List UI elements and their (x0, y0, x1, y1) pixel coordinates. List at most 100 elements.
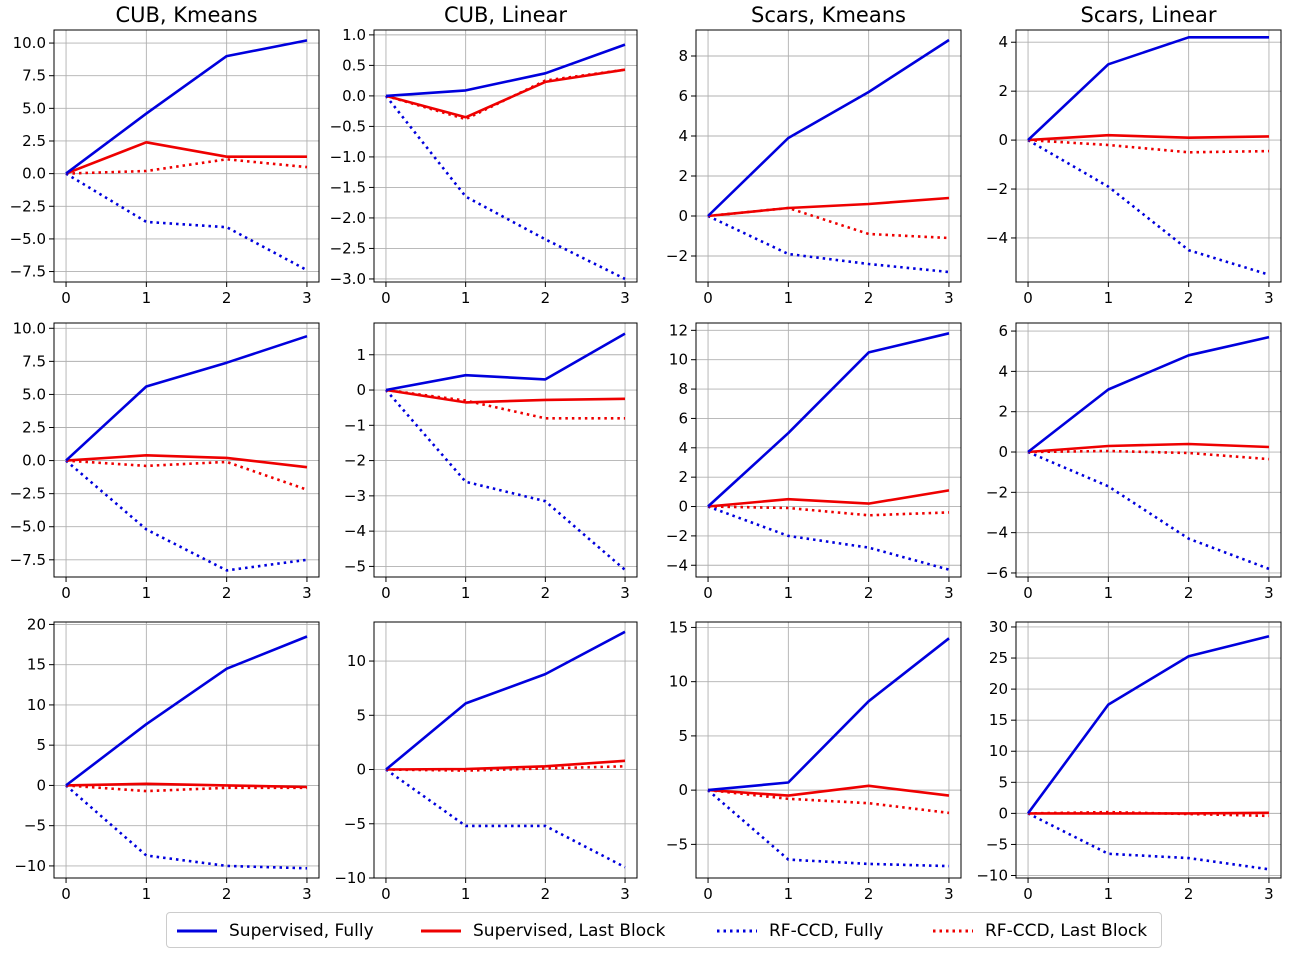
y-tick-label: −1 (344, 416, 366, 434)
x-tick-label: 1 (142, 584, 152, 602)
subplot-8: 0 1 2 3 6 4 2 0 −2 −4 −6 (986, 322, 1282, 602)
axes-frame (373, 29, 638, 283)
axes-frame (373, 621, 638, 879)
x-tick-label: 0 (1023, 584, 1033, 602)
y-tick-label: 8 (678, 47, 688, 65)
y-tick-label: 10.0 (13, 34, 46, 52)
y-tick-label: 10 (27, 696, 46, 714)
axes-frame (695, 621, 962, 879)
x-tick-label: 0 (61, 885, 71, 903)
y-tick-label: 4 (678, 439, 688, 457)
y-tick-label: −2.5 (10, 485, 46, 503)
legend-item-supervised-fully: Supervised, Fully (175, 913, 374, 949)
x-tick-label: 1 (461, 289, 471, 307)
subplot-title: CUB, Linear (444, 3, 567, 27)
y-tick-label: 4 (998, 33, 1008, 51)
x-tick-label: 3 (620, 584, 630, 602)
legend-label: Supervised, Fully (229, 921, 374, 941)
y-tick-label: 10 (669, 673, 688, 691)
axes-frame (373, 322, 638, 578)
x-tick-label: 1 (461, 584, 471, 602)
x-tick-label: 3 (302, 289, 312, 307)
axes-frame (695, 322, 962, 578)
series-line-supervised-last-block (1027, 133, 1270, 142)
subplot-5: 0 1 2 3 10.0 7.5 5.0 2.5 0.0 −2.5 −5.0 −7.5 (10, 319, 320, 602)
x-tick-label: 1 (784, 289, 794, 307)
series-line-rf-ccd-last-block (1027, 449, 1270, 461)
y-tick-label: −5.0 (10, 230, 46, 248)
subplot-2: CUB, Linear 0 1 2 3 1.0 0.5 0.0 −0.5 −1.0 −1.5 −2.0… (330, 3, 638, 307)
x-tick-label: 2 (1184, 584, 1194, 602)
axes-frame (695, 29, 962, 283)
x-tick-label: 2 (541, 885, 551, 903)
y-tick-label: −2 (666, 527, 688, 545)
subplot-title: Scars, Linear (1081, 3, 1217, 27)
y-tick-label: −4 (344, 522, 366, 540)
y-tick-label: 1 (356, 346, 366, 364)
y-tick-label: −3.0 (330, 270, 366, 288)
y-tick-label: −1.5 (330, 178, 366, 196)
y-tick-label: −4 (986, 524, 1008, 542)
series-line-rf-ccd-fully (65, 784, 308, 870)
subplot-6: 0 1 2 3 1 0 −1 −2 −3 −4 −5 (344, 322, 638, 602)
subplot-title: Scars, Kmeans (751, 3, 906, 27)
series-line-rf-ccd-last-block (707, 505, 950, 517)
legend-line-rfccd-last-block (933, 929, 973, 933)
y-tick-label: −7.5 (10, 263, 46, 281)
y-tick-label: 6 (678, 87, 688, 105)
axes-frame (53, 621, 320, 879)
axes-frame (53, 322, 320, 578)
series-line-rf-ccd-fully (65, 459, 308, 572)
x-tick-label: 2 (864, 289, 874, 307)
y-tick-label: 12 (669, 321, 688, 339)
y-tick-label: −0.5 (330, 117, 366, 135)
series-line-supervised-last-block (1028, 811, 1270, 815)
subplot-9: 0 1 2 3 20 15 10 5 0 −5 −10 (14, 615, 320, 903)
y-tick-label: 5 (356, 706, 366, 724)
y-tick-label: 20 (27, 615, 46, 633)
y-tick-label: −10 (14, 857, 46, 875)
y-tick-label: 4 (998, 362, 1008, 380)
y-tick-label: 20 (989, 680, 1008, 698)
y-tick-label: 10 (347, 652, 366, 670)
axes-frame (1015, 621, 1282, 879)
x-tick-label: 2 (541, 289, 551, 307)
x-tick-label: 2 (1184, 885, 1194, 903)
series-line-rf-ccd-fully (1027, 450, 1270, 571)
x-tick-label: 3 (1264, 584, 1274, 602)
series-line-rf-ccd-fully (707, 789, 950, 868)
series-line-supervised-fully (707, 637, 950, 792)
y-tick-label: 0.5 (342, 56, 366, 74)
y-tick-label: 0 (356, 761, 366, 779)
series-line-supervised-last-block (65, 453, 308, 469)
x-tick-label: 2 (222, 885, 232, 903)
series-line-rf-ccd-last-block (65, 158, 308, 175)
series-line-supervised-fully (707, 332, 950, 508)
y-tick-label: −2.0 (330, 209, 366, 227)
x-tick-label: 2 (864, 885, 874, 903)
legend-line-rfccd-fully (717, 929, 757, 933)
y-tick-label: −5.0 (10, 518, 46, 536)
y-tick-label: −5 (344, 557, 366, 575)
x-tick-label: 0 (703, 289, 713, 307)
x-tick-label: 0 (61, 584, 71, 602)
y-tick-label: −2.5 (10, 197, 46, 215)
x-tick-label: 1 (1104, 289, 1114, 307)
y-tick-label: −2 (986, 483, 1008, 501)
series-line-rf-ccd-fully (707, 214, 950, 274)
x-tick-label: 0 (703, 885, 713, 903)
series-line-supervised-last-block (65, 782, 308, 789)
x-tick-label: 2 (541, 584, 551, 602)
x-tick-label: 1 (461, 885, 471, 903)
y-tick-label: −10 (334, 869, 366, 887)
series-line-supervised-fully (65, 39, 308, 175)
y-tick-label: 0 (678, 207, 688, 225)
y-tick-label: 1.0 (342, 26, 366, 44)
subplot-title: CUB, Kmeans (115, 3, 257, 27)
subplot-3: Scars, Kmeans 0 1 2 3 8 6 4 2 0 −2 (666, 3, 962, 307)
legend-label: RF-CCD, Last Block (985, 921, 1148, 941)
axes-frame (53, 29, 320, 283)
series-line-rf-ccd-last-block (385, 388, 625, 420)
legend-label: Supervised, Last Block (473, 921, 666, 941)
